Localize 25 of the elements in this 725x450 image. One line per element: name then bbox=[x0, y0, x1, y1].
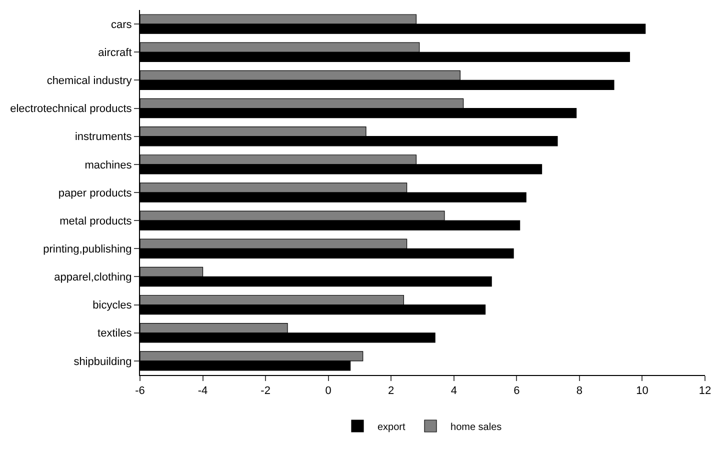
y-tick-label: textiles bbox=[98, 328, 132, 340]
y-tick-label: machines bbox=[84, 159, 132, 172]
x-tick-label: -6 bbox=[135, 385, 145, 398]
y-tick-label: electrotechnical products bbox=[10, 103, 132, 116]
y-tick-label: metal products bbox=[60, 215, 132, 228]
y-tick-label: paper products bbox=[58, 187, 132, 200]
y-tick-label: aircraft bbox=[98, 46, 132, 59]
x-tick-label: 12 bbox=[698, 385, 712, 398]
y-tick-label: shipbuilding bbox=[74, 356, 132, 368]
y-tick-label: cars bbox=[111, 18, 132, 31]
x-tick-label: 8 bbox=[576, 385, 583, 398]
legend-label: export bbox=[378, 422, 406, 433]
x-tick-label: 0 bbox=[325, 385, 332, 398]
y-tick-label: apparel,clothing bbox=[54, 272, 132, 284]
x-tick-label: 4 bbox=[450, 385, 457, 398]
x-tick-label: -4 bbox=[198, 385, 208, 398]
legend-label: home sales bbox=[450, 422, 502, 433]
x-tick-label: -2 bbox=[260, 385, 270, 398]
x-tick-label: 2 bbox=[388, 385, 394, 398]
y-tick-label: chemical industry bbox=[46, 75, 132, 88]
y-tick-label: printing,publishing bbox=[43, 244, 132, 256]
y-tick-label: bicycles bbox=[92, 300, 132, 312]
x-tick-label: 10 bbox=[636, 385, 648, 398]
x-tick-label: 6 bbox=[514, 385, 520, 398]
y-tick-label: instruments bbox=[74, 131, 132, 144]
